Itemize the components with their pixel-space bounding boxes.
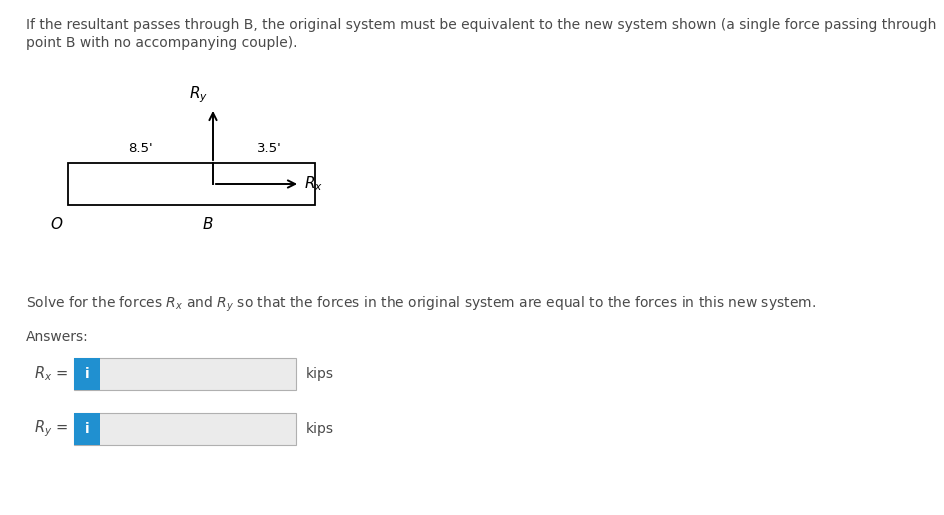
Text: $R_x$ =: $R_x$ = [34, 365, 68, 383]
Text: kips: kips [306, 367, 334, 381]
Text: B: B [203, 217, 213, 232]
Bar [74, 413, 296, 445]
Text: $R_x$: $R_x$ [304, 175, 323, 193]
Bar [68, 163, 315, 205]
Bar [74, 413, 100, 445]
Bar [74, 358, 100, 390]
Text: O: O [50, 217, 62, 232]
Text: $R_y$ =: $R_y$ = [34, 419, 68, 439]
Text: 8.5': 8.5' [128, 142, 153, 155]
Text: Answers:: Answers: [26, 330, 89, 344]
Text: If the resultant passes through B, the original system must be equivalent to the: If the resultant passes through B, the o… [26, 18, 936, 32]
Text: kips: kips [306, 422, 334, 436]
Text: $R_y$: $R_y$ [189, 84, 208, 105]
Text: point B with no accompanying couple).: point B with no accompanying couple). [26, 36, 297, 50]
Text: Solve for the forces $R_x$ and $R_y$ so that the forces in the original system a: Solve for the forces $R_x$ and $R_y$ so … [26, 295, 816, 314]
Bar [74, 358, 296, 390]
Text: 3.5': 3.5' [257, 142, 281, 155]
Text: i: i [85, 422, 90, 436]
Text: i: i [85, 367, 90, 381]
